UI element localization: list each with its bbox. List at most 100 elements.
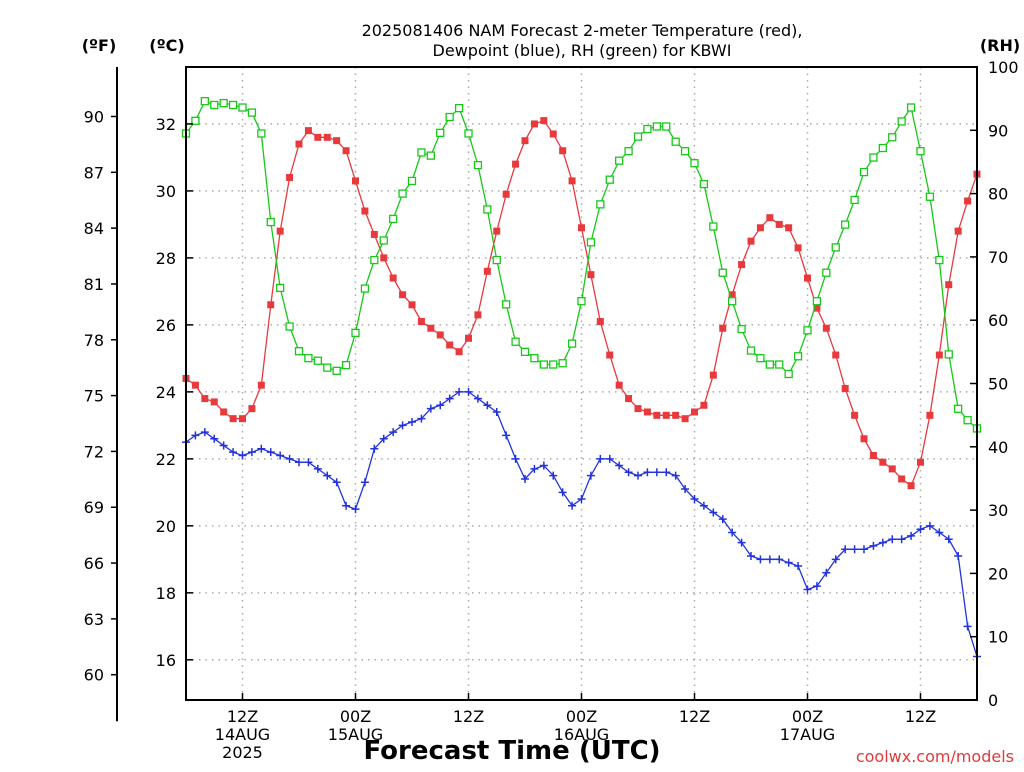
celsius-tick-label: 26: [156, 316, 176, 335]
rh-point: [549, 360, 558, 369]
rh-point: [756, 354, 765, 363]
temperature-point: [653, 411, 661, 419]
dewpoint-point: [605, 454, 614, 463]
dewpoint-point: [229, 448, 238, 457]
temperature-point: [917, 458, 924, 466]
temperature-point: [813, 304, 821, 312]
rh-point: [850, 195, 859, 205]
celsius-unit-label: (ºC): [149, 36, 184, 55]
temperature-point: [295, 140, 303, 148]
temperature-point: [380, 254, 388, 262]
dewpoint-point: [803, 585, 812, 594]
dewpoint-point: [812, 582, 821, 591]
temperature-point: [775, 220, 783, 228]
dewpoint-point: [426, 404, 435, 413]
dewpoint-point: [577, 495, 586, 504]
dewpoint-point: [634, 471, 642, 480]
dewpoint-point: [963, 622, 972, 631]
temperature-point: [794, 244, 802, 252]
temperature-point: [822, 324, 830, 332]
dewpoint-point: [398, 421, 407, 430]
temperature-point: [964, 197, 972, 205]
rh-point: [897, 117, 906, 126]
dewpoint-point: [596, 454, 605, 463]
rh-tick-label: 20: [988, 564, 1008, 583]
dewpoint-point: [219, 441, 228, 450]
dewpoint-point: [304, 458, 313, 467]
dewpoint-point: [539, 461, 548, 470]
temperature-point: [926, 411, 934, 419]
rh-point: [652, 122, 661, 131]
rh-point: [210, 100, 219, 110]
temperature-point: [709, 371, 717, 379]
rh-point: [304, 354, 313, 363]
fahrenheit-tick-label: 90: [84, 107, 104, 126]
rh-point: [332, 366, 341, 375]
dewpoint-point: [549, 471, 558, 480]
temperature-point: [352, 177, 359, 185]
x-tick-label: 17AUG: [780, 725, 835, 744]
chart-title-line-2: Dewpoint (blue), RH (green) for KBWI: [433, 41, 732, 60]
x-tick-label: 16AUG: [554, 725, 609, 744]
dewpoint-point: [662, 468, 671, 477]
dewpoint-point: [784, 558, 793, 567]
temperature-point: [493, 227, 501, 235]
rh-point: [191, 116, 200, 125]
temperature-point: [304, 127, 312, 135]
temperature-point: [662, 411, 670, 419]
rh-point: [586, 238, 596, 247]
dewpoint-point: [897, 535, 906, 544]
dewpoint-point: [436, 401, 445, 410]
dewpoint-point: [238, 451, 247, 460]
dewpoint-point: [615, 461, 624, 470]
rh-point: [276, 283, 285, 293]
fahrenheit-tick-label: 87: [84, 163, 104, 182]
temperature-point: [700, 401, 708, 409]
rh-point: [963, 416, 972, 425]
rh-point: [341, 360, 351, 370]
rh-point: [370, 255, 379, 265]
dewpoint-point: [586, 471, 595, 480]
temperature-point: [841, 385, 849, 393]
rh-point: [417, 148, 426, 157]
rh-point: [690, 159, 699, 168]
dewpoint-point: [530, 464, 539, 473]
fahrenheit-tick-label: 66: [84, 554, 104, 573]
temperature-point: [804, 274, 811, 282]
dewpoint-point: [492, 407, 501, 416]
dewpoint-point: [831, 555, 840, 564]
rh-tick-label: 90: [988, 121, 1008, 140]
celsius-tick-label: 32: [156, 115, 176, 134]
dewpoint-point: [907, 531, 916, 540]
x-tick-label: 12Z: [227, 707, 258, 726]
rh-point: [454, 103, 464, 113]
rh-point: [812, 297, 822, 306]
celsius-tick-label: 20: [156, 517, 176, 536]
celsius-tick-label: 24: [156, 383, 176, 402]
rh-point: [662, 122, 671, 131]
dewpoint-point: [690, 495, 699, 504]
temperature-point: [549, 130, 557, 138]
temperature-point: [248, 405, 256, 413]
dewpoint-point: [342, 501, 351, 510]
rh-point: [558, 359, 567, 368]
dewpoint-point: [502, 431, 511, 440]
rh-point: [671, 137, 680, 146]
temperature-point: [832, 351, 840, 359]
rh-point: [436, 128, 445, 137]
temperature-point: [389, 274, 397, 282]
fahrenheit-tick-label: 63: [84, 610, 104, 629]
temperature-point: [954, 227, 962, 235]
dewpoint-point: [360, 478, 369, 487]
temperature-point: [869, 452, 877, 460]
rh-tick-label: 50: [988, 375, 1008, 394]
rh-point: [643, 124, 652, 134]
dewpoint-point: [944, 535, 953, 544]
fahrenheit-tick-label: 84: [84, 219, 104, 238]
temperature-point: [738, 261, 746, 269]
temperature-point: [220, 408, 228, 416]
dewpoint-point: [860, 545, 868, 554]
temperature-point: [191, 381, 199, 389]
rh-point: [869, 153, 878, 162]
temperature-point: [446, 341, 454, 349]
